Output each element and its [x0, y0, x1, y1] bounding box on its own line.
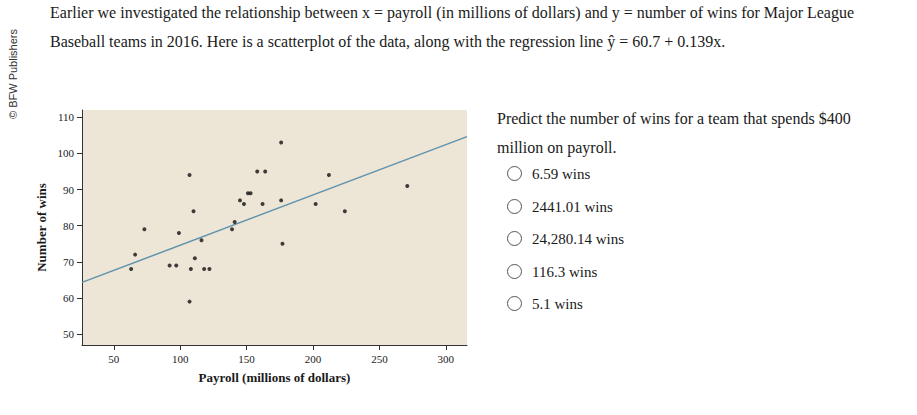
svg-text:80: 80	[63, 220, 75, 232]
svg-text:100: 100	[172, 353, 189, 365]
html-text:5.1 wins: 5.1 wins	[532, 296, 583, 312]
html-text:116.3 wins: 116.3 wins	[532, 263, 598, 280]
html-text:Predict the number of wins for: Predict the number of wins for a team th…	[497, 110, 851, 127]
svg-text:50: 50	[108, 353, 120, 365]
svg-text:Payroll (millions of dollars): Payroll (millions of dollars)	[199, 370, 351, 385]
svg-text:100: 100	[58, 147, 75, 159]
html-text:million on payroll.: million on payroll.	[497, 139, 617, 156]
svg-text:200: 200	[305, 353, 322, 365]
html-text:24,280.14 wins: 24,280.14 wins	[532, 231, 625, 247]
html-text:Baseball teams in 2016. Here i: Baseball teams in 2016. Here is a scatte…	[50, 33, 726, 50]
html-text:© BFW Publishers: © BFW Publishers	[7, 29, 19, 119]
svg-text:150: 150	[238, 353, 255, 365]
svg-text:50: 50	[63, 328, 75, 340]
svg-text:90: 90	[63, 184, 75, 196]
svg-text:Number of wins: Number of wins	[34, 183, 49, 272]
html-text:2441.01 wins: 2441.01 wins	[532, 198, 613, 215]
svg-text:70: 70	[63, 256, 75, 268]
svg-text:60: 60	[63, 292, 75, 304]
svg-text:110: 110	[58, 111, 75, 123]
html-text:Earlier we investigated the re: Earlier we investigated the relationship…	[50, 4, 854, 21]
html-text:6.59 wins: 6.59 wins	[532, 166, 591, 182]
svg-text:300: 300	[438, 353, 455, 365]
svg-text:250: 250	[371, 353, 388, 365]
